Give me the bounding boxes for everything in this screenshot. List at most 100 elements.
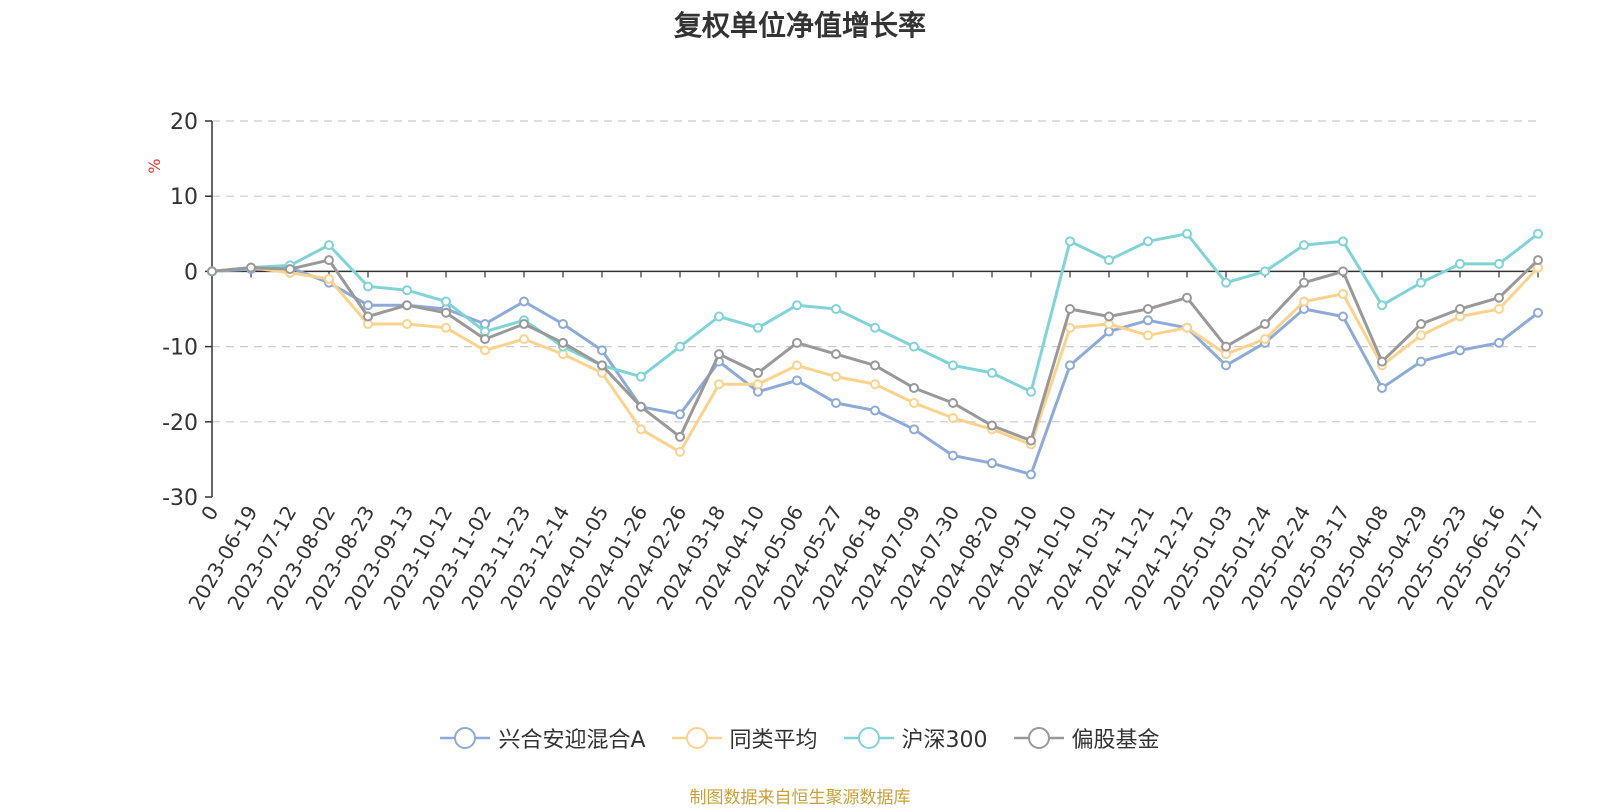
series-point-0 — [831, 398, 841, 408]
series-point-0 — [948, 450, 958, 461]
y-axis-label: % — [145, 159, 164, 174]
series-point-3 — [792, 337, 802, 348]
series-point-0 — [1494, 337, 1504, 348]
series-point-2 — [1182, 228, 1192, 239]
series-point-1 — [636, 424, 646, 435]
series-point-1 — [1494, 304, 1504, 314]
series-point-2 — [1299, 240, 1309, 251]
series-point-2 — [1221, 277, 1231, 288]
series-point-3 — [441, 307, 451, 318]
series-point-0 — [519, 296, 529, 307]
legend-item[interactable]: 偏股基金 — [1013, 722, 1160, 754]
series-point-3 — [1377, 356, 1387, 367]
series-point-2 — [909, 341, 919, 352]
x-tick-label: 0 — [196, 502, 223, 525]
series-point-1 — [1143, 330, 1153, 341]
series-point-1 — [441, 322, 451, 333]
series-point-3 — [1416, 319, 1426, 330]
series-point-3 — [1182, 292, 1192, 303]
series-point-3 — [363, 311, 373, 322]
legend-line-circle-icon — [843, 727, 894, 749]
series-point-1 — [1182, 322, 1192, 333]
series-point-1 — [870, 379, 880, 390]
series-point-3 — [1026, 435, 1036, 446]
series-point-1 — [792, 360, 802, 371]
y-tick-label: -30 — [162, 486, 198, 511]
series-point-2 — [636, 371, 646, 382]
y-tick-label: -20 — [162, 411, 198, 436]
y-tick-label: 10 — [170, 185, 198, 210]
series-point-2 — [402, 285, 412, 296]
series-point-2 — [1104, 255, 1114, 266]
series-point-2 — [1338, 236, 1348, 247]
series-point-3 — [402, 300, 412, 311]
series-point-2 — [1533, 228, 1543, 239]
legend-item[interactable]: 兴合安迎混合A — [440, 722, 646, 754]
series-point-1 — [909, 398, 919, 408]
series-point-0 — [1455, 345, 1465, 356]
series-point-2 — [1065, 236, 1075, 247]
legend-label: 同类平均 — [729, 728, 818, 753]
series-point-1 — [753, 379, 763, 390]
series-point-2 — [675, 341, 685, 352]
series-point-1 — [1065, 322, 1075, 333]
chart-legend: 兴合安迎混合A 同类平均 沪深300 偏股基金 — [0, 722, 1600, 754]
series-point-3 — [831, 349, 841, 360]
series-point-0 — [1533, 307, 1543, 318]
series-point-0 — [363, 300, 373, 311]
legend-item[interactable]: 同类平均 — [671, 722, 818, 754]
series-point-0 — [1416, 356, 1426, 367]
series-point-3 — [948, 398, 958, 408]
series-point-3 — [1221, 341, 1231, 352]
series-point-0 — [909, 424, 919, 435]
series-point-3 — [285, 264, 295, 275]
series-point-3 — [753, 367, 763, 378]
series-point-3 — [1299, 277, 1309, 288]
series-point-3 — [1494, 292, 1504, 303]
series-point-0 — [987, 458, 997, 469]
series-point-0 — [1338, 311, 1348, 322]
series-point-3 — [246, 262, 256, 273]
series-point-2 — [831, 304, 841, 314]
series-point-3 — [636, 401, 646, 412]
legend-label: 偏股基金 — [1071, 728, 1160, 753]
series-point-1 — [948, 413, 958, 424]
series-point-0 — [1221, 360, 1231, 371]
series-point-3 — [909, 382, 919, 393]
series-point-2 — [948, 360, 958, 371]
series-point-2 — [441, 296, 451, 307]
series-point-3 — [519, 319, 529, 330]
legend-label: 沪深300 — [901, 728, 988, 753]
series-point-2 — [1143, 236, 1153, 247]
series-point-0 — [1143, 315, 1153, 326]
chart-title: 复权单位净值增长率 — [673, 9, 926, 42]
series-point-0 — [1065, 360, 1075, 371]
series-point-3 — [1260, 319, 1270, 330]
series-point-2 — [1260, 266, 1270, 277]
series-point-3 — [480, 334, 490, 345]
series-point-2 — [714, 311, 724, 322]
series-point-1 — [1338, 288, 1348, 299]
series-point-3 — [1455, 304, 1465, 314]
series-point-3 — [1533, 255, 1543, 266]
series-point-0 — [1026, 469, 1036, 480]
series-point-1 — [1416, 330, 1426, 341]
series-point-3 — [324, 255, 334, 266]
series-point-1 — [480, 345, 490, 356]
legend-item[interactable]: 沪深300 — [843, 722, 988, 754]
series-point-2 — [1494, 258, 1504, 269]
series-point-2 — [1455, 258, 1465, 269]
y-tick-label: -10 — [162, 336, 198, 361]
series-point-0 — [675, 409, 685, 420]
series-point-2 — [792, 300, 802, 311]
series-point-3 — [1065, 304, 1075, 314]
series-point-3 — [1104, 311, 1114, 322]
series-point-3 — [207, 266, 217, 277]
series-line-0 — [211, 266, 1539, 476]
series-point-3 — [987, 420, 997, 431]
series-point-3 — [558, 337, 568, 348]
series-point-3 — [1143, 304, 1153, 314]
legend-line-circle-icon — [671, 727, 722, 749]
legend-line-circle-icon — [1013, 727, 1064, 749]
